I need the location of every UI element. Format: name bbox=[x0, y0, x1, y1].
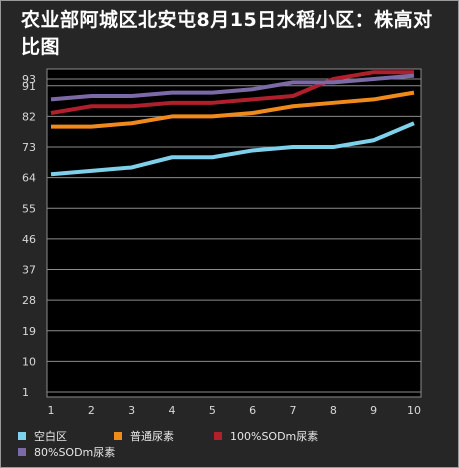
y-tick-label: 37 bbox=[22, 264, 36, 277]
legend-item: 空白区 bbox=[18, 428, 67, 444]
x-tick-label: 8 bbox=[330, 404, 337, 417]
x-tick-label: 4 bbox=[169, 404, 176, 417]
y-tick-label: 73 bbox=[22, 141, 36, 154]
y-tick-label: 1 bbox=[22, 386, 29, 399]
y-tick-label: 10 bbox=[22, 355, 36, 368]
legend-label: 100%SODm尿素 bbox=[230, 430, 319, 443]
y-tick-label: 19 bbox=[22, 325, 36, 338]
legend-swatch bbox=[18, 448, 26, 456]
legend-swatch bbox=[214, 432, 222, 440]
y-tick-label: 46 bbox=[22, 233, 36, 246]
series-line-1 bbox=[50, 121, 415, 177]
series-lines bbox=[50, 70, 415, 177]
x-tick-label: 5 bbox=[209, 404, 216, 417]
legend-item: 普通尿素 bbox=[114, 428, 174, 444]
legend-label: 空白区 bbox=[34, 430, 67, 443]
x-tick-label: 10 bbox=[407, 404, 421, 417]
series-line-2 bbox=[51, 90, 415, 129]
legend-item: 100%SODm尿素 bbox=[214, 428, 318, 444]
legend-item: 80%SODm尿素 bbox=[18, 444, 115, 460]
x-tick-label: 7 bbox=[290, 404, 297, 417]
y-tick-label: 28 bbox=[22, 294, 36, 307]
legend-label: 80%SODm尿素 bbox=[34, 446, 116, 459]
legend-label: 普通尿素 bbox=[130, 430, 174, 443]
plot-area bbox=[46, 68, 422, 398]
x-tick-label: 1 bbox=[48, 404, 55, 417]
y-tick-label: 82 bbox=[22, 110, 36, 123]
x-tick-label: 3 bbox=[128, 404, 135, 417]
legend-swatch bbox=[18, 432, 26, 440]
y-tick-label: 64 bbox=[22, 172, 36, 185]
x-tick-label: 9 bbox=[370, 404, 377, 417]
series-line-4 bbox=[50, 73, 415, 102]
y-tick-label: 93 bbox=[22, 73, 36, 86]
series-line-3 bbox=[50, 70, 414, 115]
x-tick-label: 6 bbox=[249, 404, 256, 417]
y-tick-label: 91 bbox=[22, 80, 36, 93]
x-axis-ticks: 1 2 3 4 5 6 7 8 9 10 bbox=[48, 404, 422, 417]
grid-lines bbox=[47, 78, 421, 393]
x-tick-label: 2 bbox=[88, 404, 95, 417]
legend-swatch bbox=[114, 432, 122, 440]
y-tick-label: 55 bbox=[22, 202, 36, 215]
chart-title: 农业部阿城区北安屯8月15日水稻小区：株高对比图 bbox=[21, 9, 433, 58]
